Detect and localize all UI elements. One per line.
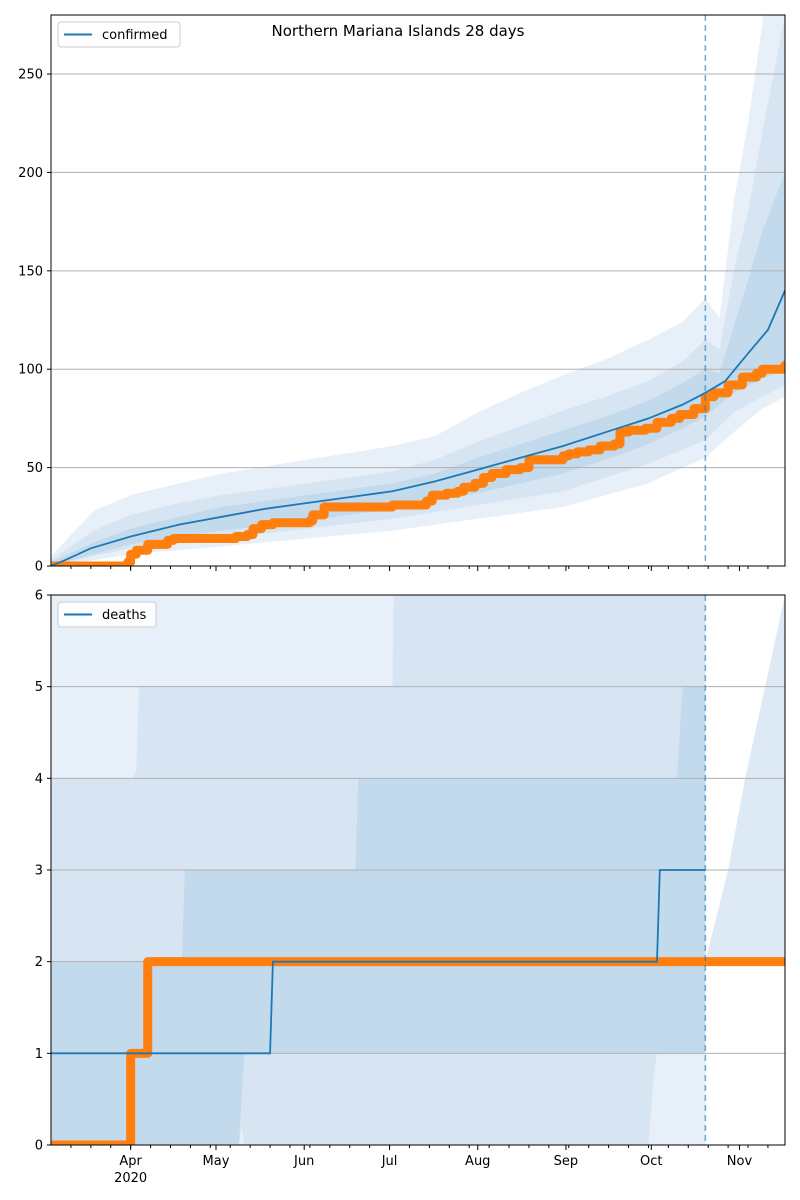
y-tick-label: 5 [35, 680, 43, 695]
y-tick-label: 1 [35, 1047, 43, 1062]
x-tick-label: May [203, 1154, 230, 1169]
y-tick-label: 0 [35, 560, 43, 575]
axes-frame [50, 14, 786, 567]
y-tick-label: 3 [35, 864, 43, 879]
x-tick-label: Jul [381, 1154, 398, 1169]
x-tick-label: Nov [727, 1154, 753, 1169]
x-tick-label: Aug [465, 1154, 490, 1169]
model-median-line [51, 869, 706, 1055]
uncertainty-band-2 [51, 172, 785, 566]
legend-label: deaths [102, 608, 147, 623]
y-tick-label: 200 [18, 166, 43, 181]
y-tick-label: 6 [35, 589, 43, 604]
y-tick-label: 4 [35, 772, 43, 787]
y-tick-label: 0 [35, 1139, 43, 1154]
x-tick-label: Jun [293, 1154, 314, 1169]
legend-box [57, 601, 157, 628]
legend: deaths [57, 601, 157, 628]
plot-area [51, 595, 785, 1145]
legend-box [57, 21, 181, 48]
deaths-panel: 0 1 2 3 4 5 6 Apr 2020 May Jun Jul Aug Sep Oct Nov death… [35, 589, 786, 1186]
legend: confirmed [57, 21, 181, 48]
y-tick-label: 2 [35, 955, 43, 970]
y-tick-label: 50 [26, 461, 43, 476]
confirmed-panel: 0 50 100 150 200 250 confirmed [18, 14, 786, 575]
chart-title: Northern Mariana Islands 28 days [272, 22, 525, 40]
legend-label: confirmed [102, 28, 168, 43]
y-tick-label: 100 [18, 363, 43, 378]
uncertainty-band-2 [51, 686, 706, 1145]
x-tick-label: Apr [119, 1154, 142, 1169]
plot-area [51, 15, 785, 566]
x-tick-sublabel: 2020 [114, 1171, 147, 1186]
y-tick-label: 150 [18, 264, 43, 279]
observed-series [51, 360, 785, 566]
y-tick-label: 250 [18, 68, 43, 83]
model-median-line [51, 290, 785, 566]
x-tick-label: Oct [640, 1154, 662, 1169]
x-tick-label: Sep [554, 1154, 579, 1169]
